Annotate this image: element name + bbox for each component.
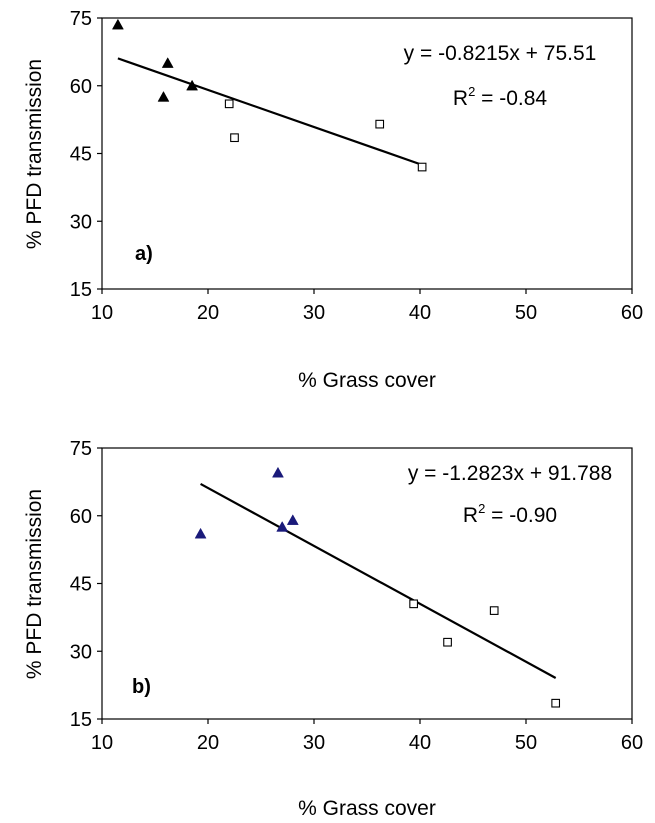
triangle-marker [286,514,299,525]
x-tick-label: 30 [303,302,325,324]
y-axis-title-a: % PFD transmission [23,59,46,249]
x-axis-title-b: % Grass cover [298,797,436,820]
x-tick-label: 10 [91,302,113,324]
chart-panel-a: 15 30 45 60 75 10 20 30 40 50 60 % Grass cover % … [23,8,643,392]
y-tick-label: 30 [70,211,92,233]
square-marker [417,162,427,172]
y-tick-label: 75 [70,8,92,30]
y-tick-label: 30 [70,641,92,663]
y-axis-ticks-a: 15 30 45 60 75 [70,8,102,301]
r-squared-exp-a: 2 [468,84,475,99]
triangle-marker [157,91,170,102]
x-tick-label: 10 [91,732,113,754]
x-tick-label: 60 [621,732,643,754]
trend-equation-a: y = -0.8215x + 75.51 [404,42,597,65]
triangle-marker [161,57,174,68]
r-squared-value-b: = -0.90 [485,504,557,527]
panel-label-b: b) [132,676,151,698]
x-tick-label: 40 [409,732,431,754]
x-axis-ticks-b: 10 20 30 40 50 60 [91,719,643,754]
square-marker [375,119,385,129]
data-points-b [194,466,561,708]
x-tick-label: 40 [409,302,431,324]
r-squared-a: R2 = -0.84 [453,84,548,110]
y-axis-ticks-b: 15 30 45 60 75 [70,438,102,731]
x-tick-label: 30 [303,732,325,754]
square-marker [443,637,452,647]
triangle-marker [276,521,289,532]
x-tick-label: 20 [197,732,219,754]
y-tick-label: 15 [70,709,92,731]
triangle-marker [194,527,207,539]
x-axis-title-a: % Grass cover [298,369,436,392]
square-marker [551,698,561,708]
trendline [200,482,557,679]
y-axis-title-b: % PFD transmission [23,489,46,679]
x-tick-label: 50 [515,732,537,754]
triangle-marker [111,18,124,30]
r-squared-letter-a: R [453,87,468,110]
trendline [117,57,423,166]
square-marker [230,133,239,143]
square-marker [489,606,499,615]
x-tick-label: 20 [197,302,219,324]
y-tick-label: 75 [70,438,92,460]
trendline-b [200,482,557,679]
triangle-marker [272,466,284,478]
data-points-a [111,18,427,172]
y-tick-label: 15 [70,279,92,301]
r-squared-exp-b: 2 [478,501,485,516]
r-squared-value-a: = -0.84 [475,87,547,110]
plot-area-b [101,447,633,720]
r-squared-letter-b: R [463,504,478,527]
y-tick-label: 60 [70,76,92,98]
trend-equation-b: y = -1.2823x + 91.788 [408,462,612,485]
square-marker [409,599,418,609]
square-marker [224,99,234,109]
y-tick-label: 45 [70,144,92,166]
x-tick-label: 50 [515,302,537,324]
y-tick-label: 45 [70,574,92,596]
chart-panel-b: 15 30 45 60 75 10 20 30 40 50 60 % Grass cover % … [23,438,643,820]
y-tick-label: 60 [70,506,92,528]
plot-area-a [101,17,633,290]
r-squared-b: R2 = -0.90 [463,501,557,527]
triangle-marker [186,79,199,91]
panel-label-a: a) [135,243,153,265]
trendline-a [117,57,423,166]
x-axis-ticks-a: 10 20 30 40 50 60 [91,289,643,324]
x-tick-label: 60 [621,302,643,324]
